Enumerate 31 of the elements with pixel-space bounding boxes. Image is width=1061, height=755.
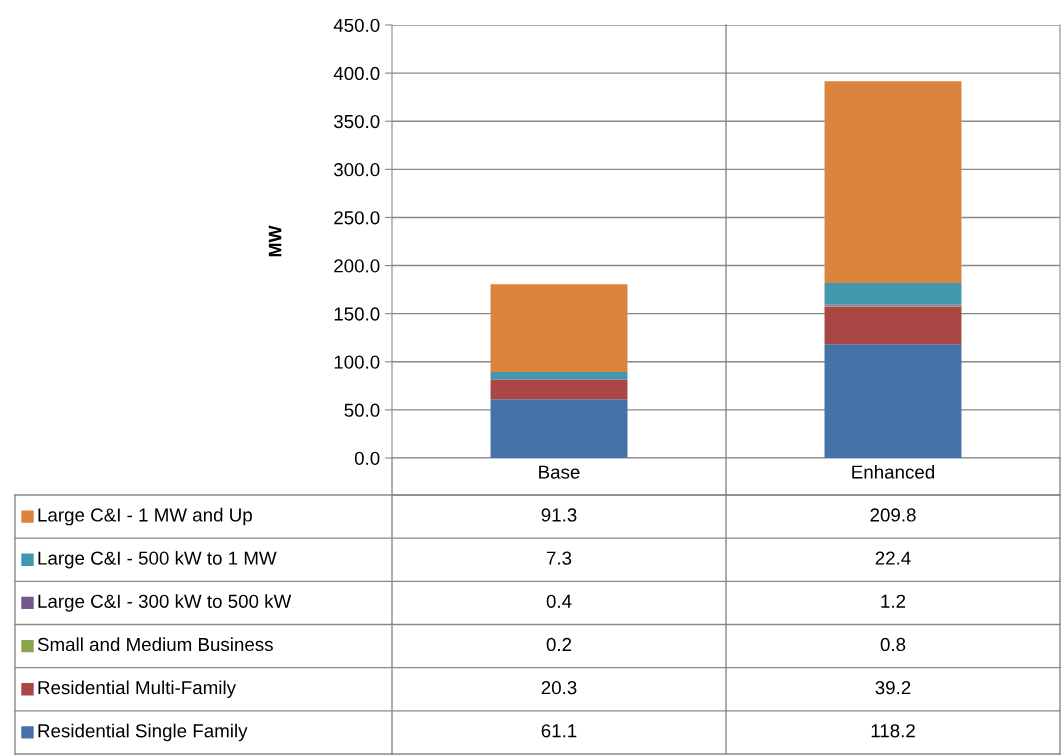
data-label: 22.4 xyxy=(875,551,911,565)
y-tick-label: 450.0 xyxy=(333,18,380,32)
data-label: 39.2 xyxy=(875,681,911,695)
legend-label: Small and Medium Business xyxy=(37,637,273,652)
data-label: 20.3 xyxy=(541,681,577,695)
y-tick-label: 350.0 xyxy=(333,114,380,129)
y-tick-label: 250.0 xyxy=(334,211,380,225)
y-tick-label: 150.0 xyxy=(334,307,380,321)
legend-label: Residential Multi-Family xyxy=(38,680,236,698)
x-tick-label: Enhanced xyxy=(852,464,935,479)
y-tick-label: 100.0 xyxy=(334,355,380,369)
data-label: 91.3 xyxy=(541,508,577,522)
data-label: 1.2 xyxy=(881,594,906,608)
legend-label: Large C&I - 500 kW to 1 MW xyxy=(38,551,277,569)
y-tick-label: 400.0 xyxy=(333,66,380,81)
data-label: 7.3 xyxy=(546,551,572,565)
data-label: 0.2 xyxy=(546,637,572,652)
y-tick-label: 200.0 xyxy=(334,259,380,273)
legend-label: Large C&I - 1 MW and Up xyxy=(38,507,252,526)
y-axis-title: MW xyxy=(268,225,282,257)
legend-label: Residential Single Family xyxy=(38,723,248,742)
data-label: 118.2 xyxy=(871,724,915,738)
y-tick-label: 0.0 xyxy=(354,451,380,465)
legend-label: Large C&I - 300 kW to 500 kW xyxy=(38,594,292,612)
data-label: 61.1 xyxy=(541,724,577,738)
data-label: 0.8 xyxy=(880,637,906,652)
y-tick-label: 300.0 xyxy=(333,163,380,177)
x-tick-label: Base xyxy=(539,465,580,479)
data-label: 0.4 xyxy=(546,594,572,608)
y-tick-label: 50.0 xyxy=(344,403,380,417)
data-label: 209.8 xyxy=(870,508,916,522)
